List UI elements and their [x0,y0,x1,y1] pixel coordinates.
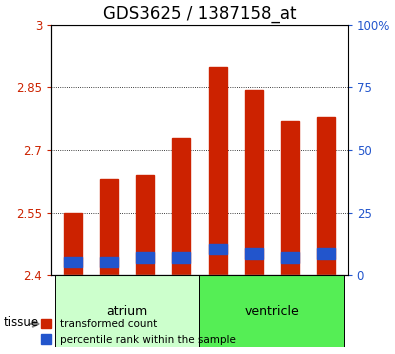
Bar [136,175,154,275]
Bar [281,121,299,275]
Bar [209,244,227,255]
Bar [64,257,82,267]
Legend: transformed count, percentile rank within the sample: transformed count, percentile rank withi… [37,315,240,349]
Text: atrium: atrium [107,305,148,318]
FancyBboxPatch shape [55,275,199,347]
Bar [209,67,227,275]
Bar [317,117,335,275]
Bar [172,138,190,275]
Text: ventricle: ventricle [245,305,299,318]
FancyBboxPatch shape [199,275,344,347]
Bar [245,248,263,259]
Title: GDS3625 / 1387158_at: GDS3625 / 1387158_at [103,6,296,23]
Bar [172,252,190,263]
Bar [245,90,263,275]
Bar [100,257,118,267]
Bar [136,252,154,263]
Bar [100,179,118,275]
Bar [317,248,335,259]
Bar [281,252,299,263]
Text: tissue: tissue [4,316,39,329]
Bar [64,213,82,275]
